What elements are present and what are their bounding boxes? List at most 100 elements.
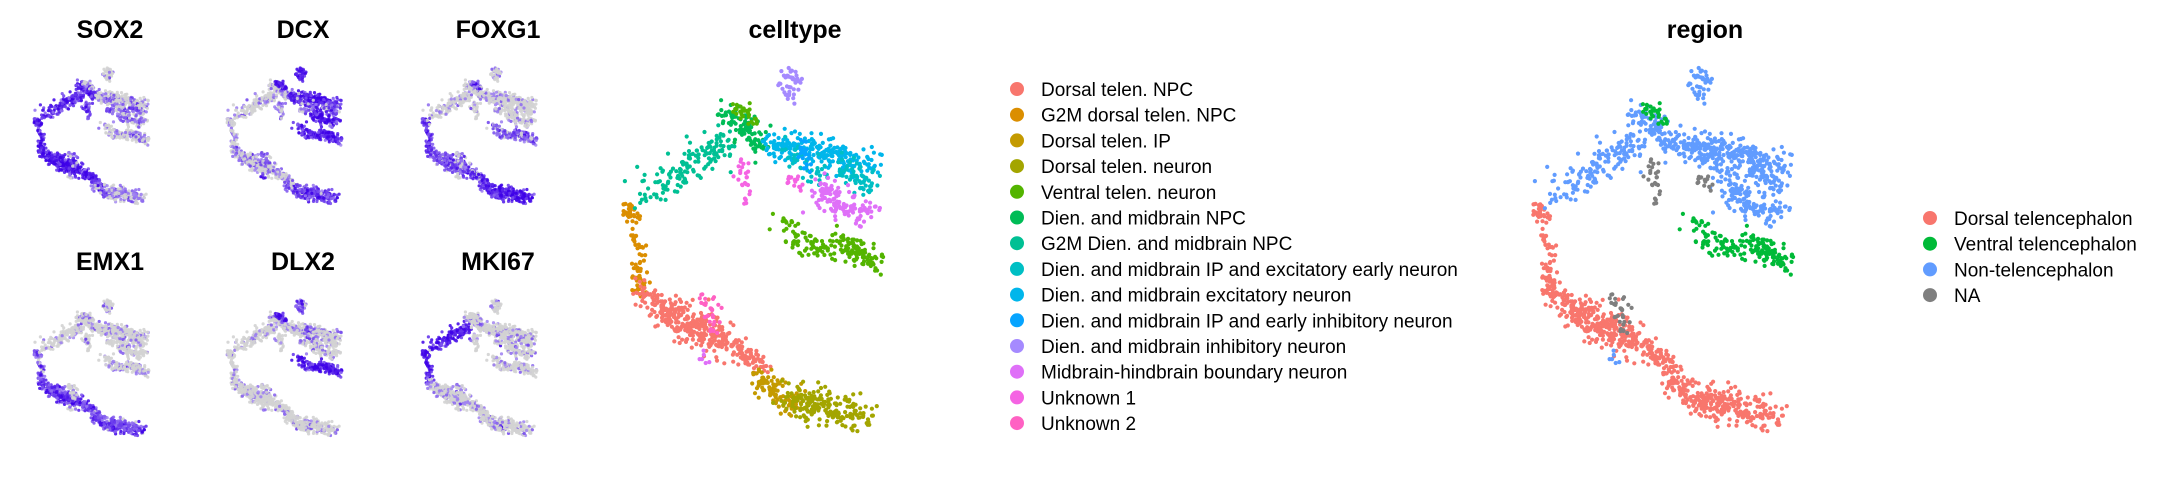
cell-point <box>291 191 295 195</box>
cell-point <box>138 96 142 100</box>
cell-point <box>107 124 111 128</box>
cell-point <box>493 184 497 188</box>
cell-point <box>482 186 486 190</box>
cell-point <box>41 138 45 142</box>
cell-point <box>137 187 141 192</box>
cell-point <box>107 70 112 74</box>
cell-point <box>109 124 113 128</box>
cell-point <box>434 109 438 113</box>
cell-point <box>254 97 258 101</box>
cell-point <box>295 96 299 101</box>
cell-point <box>448 102 452 106</box>
cell-point <box>316 130 321 135</box>
cell-point <box>76 87 80 91</box>
cell-point <box>322 196 326 200</box>
cell-point <box>146 98 150 102</box>
cell-point <box>70 170 74 174</box>
cell-point <box>266 93 271 97</box>
cell-point <box>295 190 299 194</box>
cell-point <box>330 106 334 110</box>
cell-point <box>297 131 301 135</box>
cell-point <box>72 100 76 104</box>
cell-point <box>485 87 489 92</box>
cell-point <box>262 176 266 180</box>
cell-point <box>81 172 85 176</box>
cell-point <box>438 157 442 161</box>
cell-point <box>335 137 339 141</box>
cell-point <box>81 93 86 97</box>
cell-point <box>277 105 281 109</box>
cell-point <box>70 168 74 172</box>
cell-point <box>32 117 37 121</box>
cell-point <box>236 111 240 115</box>
cell-point <box>478 94 482 98</box>
cell-point <box>257 101 261 105</box>
cell-point <box>84 80 88 84</box>
cell-point <box>111 120 116 124</box>
cell-point <box>68 173 72 177</box>
cell-point <box>286 183 290 187</box>
cell-point <box>339 98 343 102</box>
cell-point <box>244 110 248 114</box>
cell-point <box>38 103 43 107</box>
cell-point <box>334 112 339 116</box>
cell-point <box>327 199 331 204</box>
cell-point <box>68 90 72 94</box>
cell-point <box>463 161 467 165</box>
cell-point <box>300 70 305 74</box>
cell-point <box>67 97 71 101</box>
cell-point <box>60 159 64 163</box>
cell-point <box>235 148 239 152</box>
cell-point <box>441 105 445 110</box>
cell-point <box>474 175 478 179</box>
cell-point <box>103 127 107 131</box>
cell-point <box>425 118 429 122</box>
cell-point <box>422 123 426 127</box>
cell-point <box>447 109 451 113</box>
cell-point <box>111 109 115 114</box>
cell-point <box>465 176 469 180</box>
cell-point <box>460 158 464 162</box>
cell-point <box>237 158 241 163</box>
cell-point <box>283 87 287 91</box>
cell-point <box>327 135 331 139</box>
cell-point <box>115 112 120 116</box>
cell-point <box>60 102 64 106</box>
cell-point <box>138 111 142 115</box>
cell-point <box>265 152 269 156</box>
cell-point <box>86 109 90 113</box>
cell-point <box>100 186 104 191</box>
cell-point <box>253 168 257 172</box>
cell-point <box>67 166 71 170</box>
cell-point <box>132 195 136 199</box>
cell-point <box>229 128 233 133</box>
cell-point <box>297 123 301 127</box>
cell-point <box>74 83 78 87</box>
cell-point <box>99 181 103 185</box>
cell-point <box>335 95 339 100</box>
cell-point <box>486 191 490 195</box>
cell-point <box>439 110 443 114</box>
cell-point <box>36 126 41 130</box>
cell-point <box>455 97 459 101</box>
cell-point <box>296 127 300 131</box>
cell-point <box>55 168 59 172</box>
cell-point <box>463 97 467 101</box>
cell-point <box>98 191 102 195</box>
cell-point <box>265 100 269 104</box>
cell-point <box>78 168 82 173</box>
cell-point <box>283 101 288 105</box>
cell-point <box>44 150 48 154</box>
cell-point <box>146 138 150 142</box>
cell-point <box>44 158 48 163</box>
cell-point <box>291 179 295 183</box>
cell-point <box>448 168 452 172</box>
cell-point <box>500 188 504 192</box>
cell-point <box>507 91 512 95</box>
cell-point <box>60 168 64 172</box>
cell-point <box>490 190 494 194</box>
cell-point <box>324 103 328 107</box>
cell-point <box>137 196 141 201</box>
cell-point <box>112 188 116 192</box>
cell-point <box>484 96 488 100</box>
